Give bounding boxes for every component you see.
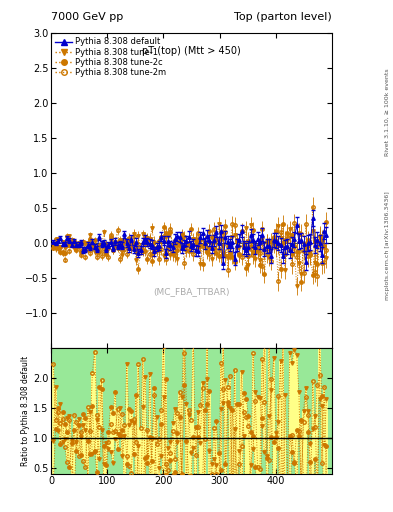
Text: mcplots.cern.ch [arXiv:1306.3436]: mcplots.cern.ch [arXiv:1306.3436]	[385, 191, 390, 300]
Legend: Pythia 8.308 default, Pythia 8.308 tune-1, Pythia 8.308 tune-2c, Pythia 8.308 tu: Pythia 8.308 default, Pythia 8.308 tune-…	[53, 36, 168, 79]
Text: Top (parton level): Top (parton level)	[234, 11, 332, 22]
Text: 7000 GeV pp: 7000 GeV pp	[51, 11, 123, 22]
Text: pT (top) (Mtt > 450): pT (top) (Mtt > 450)	[142, 46, 241, 56]
Y-axis label: Ratio to Pythia 8.308 default: Ratio to Pythia 8.308 default	[21, 355, 30, 466]
Text: (MC_FBA_TTBAR): (MC_FBA_TTBAR)	[153, 287, 230, 296]
Text: Rivet 3.1.10, ≥ 100k events: Rivet 3.1.10, ≥ 100k events	[385, 69, 390, 157]
